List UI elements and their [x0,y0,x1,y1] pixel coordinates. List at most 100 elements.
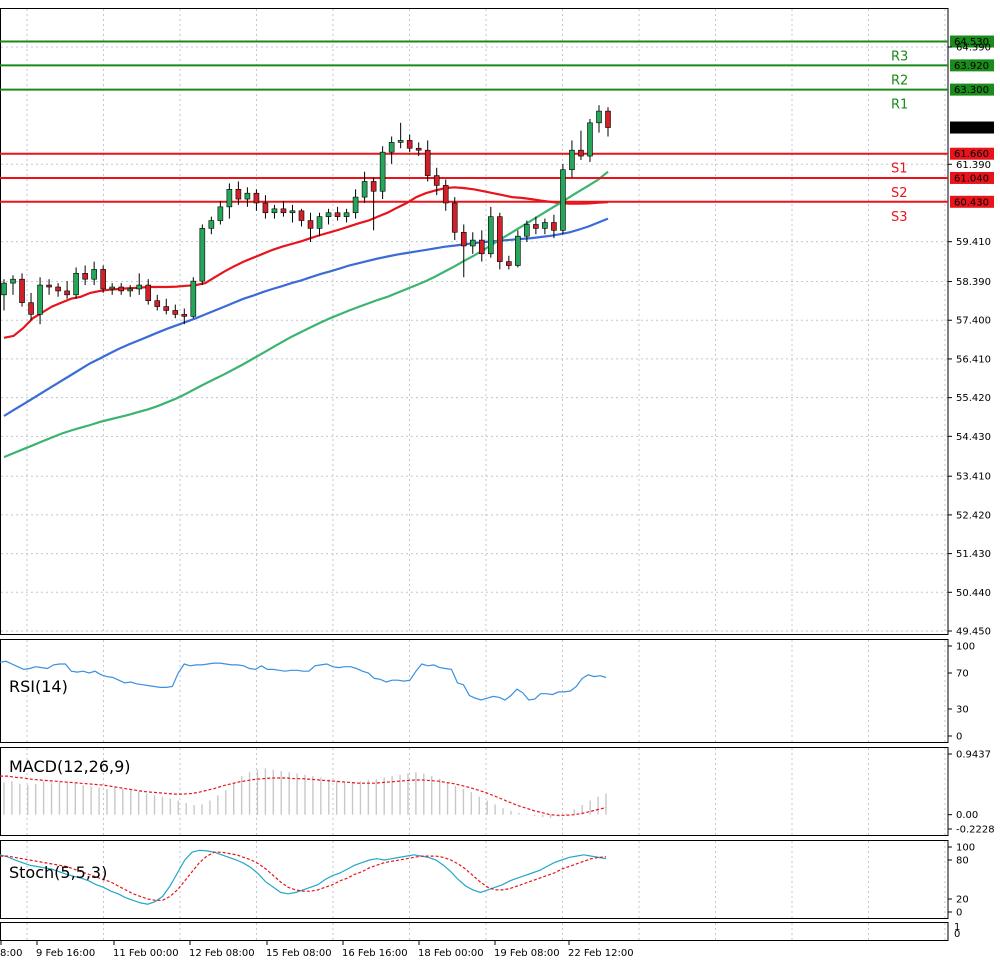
candle[interactable] [271,204,278,219]
empty-pane-tick-label: 1 [954,922,960,933]
candle[interactable] [379,146,386,200]
candle[interactable] [334,206,341,221]
candle[interactable] [163,298,170,315]
candle[interactable] [46,279,52,295]
candle[interactable] [406,134,413,153]
candle[interactable] [280,201,287,217]
empty-pane-tick-label: 0 [954,929,960,940]
candle-body [605,110,611,128]
candle[interactable] [181,308,188,325]
candle[interactable] [433,167,440,196]
level-price-tag-bg [950,35,994,48]
candle-body [478,239,485,255]
candle[interactable] [145,279,152,305]
price-tick-label: 53.410 [956,472,991,483]
candle[interactable] [587,118,593,162]
candle[interactable] [460,224,467,278]
candle[interactable] [262,195,269,219]
candle[interactable] [10,275,16,295]
indicator-panes: 10070300RSI(14)0.94370.00-0.2228MACD(12,… [0,642,995,940]
candle[interactable] [226,183,233,219]
candle[interactable] [442,179,449,211]
candle[interactable] [1,279,7,311]
candle[interactable] [208,216,215,235]
candle[interactable] [55,283,61,297]
candle[interactable] [352,189,359,219]
candle[interactable] [515,230,521,268]
candle[interactable] [388,136,395,164]
candle[interactable] [235,181,242,205]
candle[interactable] [397,122,404,149]
candle[interactable] [28,292,34,321]
candle[interactable] [343,208,350,223]
candle[interactable] [64,281,70,299]
candle[interactable] [370,177,377,231]
candle[interactable] [19,273,25,307]
level-price-tag-s1: 61.660 [954,149,989,160]
candle[interactable] [533,216,539,235]
candle[interactable] [73,267,79,299]
candle[interactable] [109,283,115,295]
candle-body [262,202,269,214]
candle[interactable] [82,265,88,286]
indicator-name-label: MACD(12,26,9) [9,757,131,776]
candle[interactable] [136,273,143,295]
indicator-pane-2: 100 80 20 0 Stoch(5,5,3) [0,843,975,919]
candle[interactable] [100,265,106,293]
candle[interactable] [307,212,314,243]
candle[interactable] [596,105,602,133]
candle[interactable] [127,285,134,297]
candle[interactable] [316,212,323,237]
candle-body [524,224,530,237]
candle[interactable] [415,142,422,157]
stoch-main-line [0,849,607,905]
level-price-tag-s2: 61.040 [954,173,989,184]
candle[interactable] [199,224,206,286]
candles[interactable] [1,105,611,325]
candle[interactable] [154,294,161,311]
time-tick-label: 16 Feb 16:00 [342,948,408,959]
candle[interactable] [253,189,260,211]
candle[interactable] [497,212,503,270]
candle[interactable] [172,304,179,319]
candle[interactable] [298,208,305,227]
candle[interactable] [118,283,124,295]
candle[interactable] [190,277,197,319]
candle[interactable] [524,220,530,243]
candle[interactable] [361,171,368,203]
candle[interactable] [488,206,494,258]
candle[interactable] [469,232,476,254]
indicator-tick-label: 0 [956,908,962,919]
current-price-tag-bg [950,121,994,134]
price-tick-label: 51.430 [956,549,991,560]
candle[interactable] [37,277,43,325]
candle-body [64,290,70,296]
candle-body [388,142,395,153]
candle[interactable] [542,218,548,235]
candle[interactable] [451,197,458,241]
price-tick-label: 59.410 [956,237,991,248]
candle-body [406,140,413,149]
candle[interactable] [91,261,97,286]
candle[interactable] [424,140,431,182]
candle-body [253,192,260,204]
candle[interactable] [551,214,557,239]
indicator-tick-label: -0.2228 [956,825,995,836]
candle[interactable] [578,130,584,160]
candle-body [289,210,296,214]
indicator-tick-label: 100 [956,642,975,653]
level-price-tag-bg [950,171,994,184]
candle[interactable] [217,201,224,225]
candle[interactable] [506,255,512,270]
candle[interactable] [560,163,566,235]
candle[interactable] [244,187,251,207]
indicator-tick-label: 70 [956,669,969,680]
candle[interactable] [569,140,575,178]
candle-body [569,149,575,171]
candle[interactable] [605,107,611,137]
candle[interactable] [325,208,332,225]
candle[interactable] [478,230,485,262]
candle-body [172,310,179,315]
candle[interactable] [289,204,296,223]
